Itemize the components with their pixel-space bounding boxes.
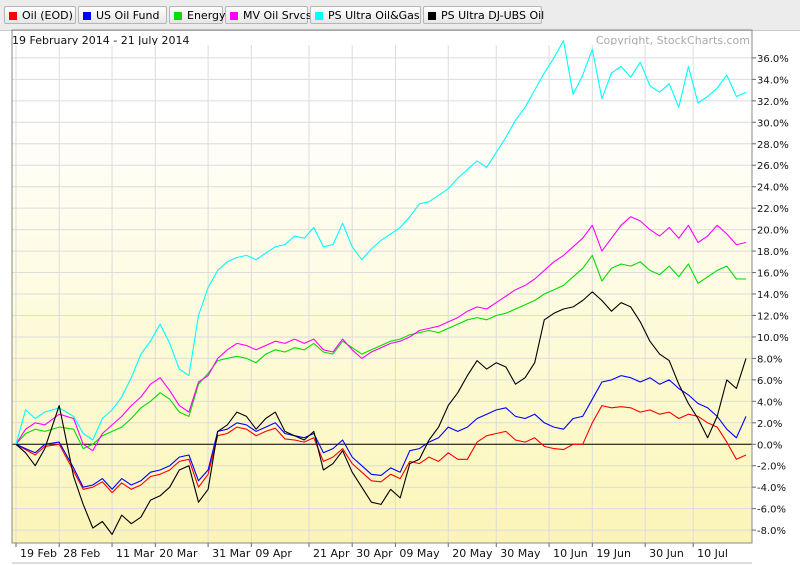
- legend-item-6[interactable]: PS Ultra DJ-UBS Oil: [423, 6, 545, 24]
- copyright-label: Copyright, StockCharts.com: [595, 34, 750, 47]
- y-tick-label: 32.0%: [757, 97, 789, 108]
- x-tick-label: 30 May: [500, 547, 541, 560]
- y-tick-label: 10.0%: [757, 333, 789, 344]
- legend-label: PS Ultra Oil&Gas: [328, 9, 420, 22]
- legend-label: PS Ultra DJ-UBS Oil: [441, 9, 545, 22]
- legend-item-5[interactable]: PS Ultra Oil&Gas: [310, 6, 421, 24]
- y-tick-label: 6.0%: [757, 376, 782, 387]
- series-line-1: [15, 405, 747, 494]
- x-tick-label: 09 Apr: [255, 547, 292, 560]
- date-range-label: 19 February 2014 - 21 July 2014: [12, 34, 190, 47]
- y-tick-label: 24.0%: [757, 183, 789, 194]
- y-tick-label: 18.0%: [757, 247, 789, 258]
- legend-swatch: [174, 12, 182, 20]
- series-line-2: [15, 375, 747, 490]
- series-line-4: [15, 216, 747, 452]
- legend-label: Oil (EOD): [22, 9, 73, 22]
- plot-background: [12, 45, 752, 543]
- x-tick-label: 31 Mar: [212, 547, 251, 560]
- y-tick-label: 22.0%: [757, 204, 789, 215]
- y-tick-label: 2.0%: [757, 419, 782, 430]
- x-tick-label: 30 Jun: [649, 547, 684, 560]
- legend-swatch: [9, 12, 17, 20]
- y-tick-label: 8.0%: [757, 354, 782, 365]
- x-tick-label: 28 Feb: [63, 547, 100, 560]
- legend-bar: Oil (EOD) US Oil Fund Energy MV Oil Srvcs PS…: [0, 0, 800, 31]
- legend-item-1[interactable]: Oil (EOD): [4, 6, 76, 24]
- x-tick-label: 10 Jun: [553, 547, 588, 560]
- y-tick-label: 30.0%: [757, 118, 789, 129]
- y-tick-label: 16.0%: [757, 269, 789, 280]
- series-line-6: [15, 291, 747, 535]
- y-tick-label: 12.0%: [757, 311, 789, 322]
- x-tick-label: 19 Feb: [20, 547, 57, 560]
- y-tick-label: 26.0%: [757, 161, 789, 172]
- x-tick-label: 21 Apr: [313, 547, 350, 560]
- legend-item-2[interactable]: US Oil Fund: [78, 6, 167, 24]
- x-tick-label: 09 May: [399, 547, 440, 560]
- x-tick-label: 19 Jun: [596, 547, 631, 560]
- y-tick-label: 28.0%: [757, 140, 789, 151]
- x-tick-label: 20 Mar: [159, 547, 198, 560]
- legend-swatch: [315, 12, 323, 20]
- legend-swatch: [428, 12, 436, 20]
- series-line-5: [15, 40, 747, 445]
- y-tick-label: 14.0%: [757, 290, 789, 301]
- x-tick-label: 10 Jul: [697, 547, 728, 560]
- y-tick-label: -6.0%: [757, 505, 786, 516]
- series-line-3: [15, 254, 746, 450]
- y-tick-label: -2.0%: [757, 462, 786, 473]
- x-tick-label: 20 May: [452, 547, 493, 560]
- legend-label: Energy: [187, 9, 226, 22]
- legend-item-4[interactable]: MV Oil Srvcs: [225, 6, 312, 24]
- y-tick-label: -8.0%: [757, 526, 786, 537]
- y-tick-label: 4.0%: [757, 397, 782, 408]
- y-tick-label: 0.0%: [757, 440, 782, 451]
- x-tick-label: 30 Apr: [356, 547, 393, 560]
- y-tick-label: 36.0%: [757, 54, 789, 65]
- y-tick-label: 20.0%: [757, 226, 789, 237]
- y-tick-label: 34.0%: [757, 75, 789, 86]
- legend-item-3[interactable]: Energy: [169, 6, 226, 24]
- legend-label: US Oil Fund: [96, 9, 160, 22]
- y-tick-label: -4.0%: [757, 483, 786, 494]
- legend-swatch: [83, 12, 91, 20]
- x-tick-label: 11 Mar: [116, 547, 155, 560]
- plot-frame: [11, 29, 753, 544]
- legend-swatch: [230, 12, 238, 20]
- legend-label: MV Oil Srvcs: [243, 9, 312, 22]
